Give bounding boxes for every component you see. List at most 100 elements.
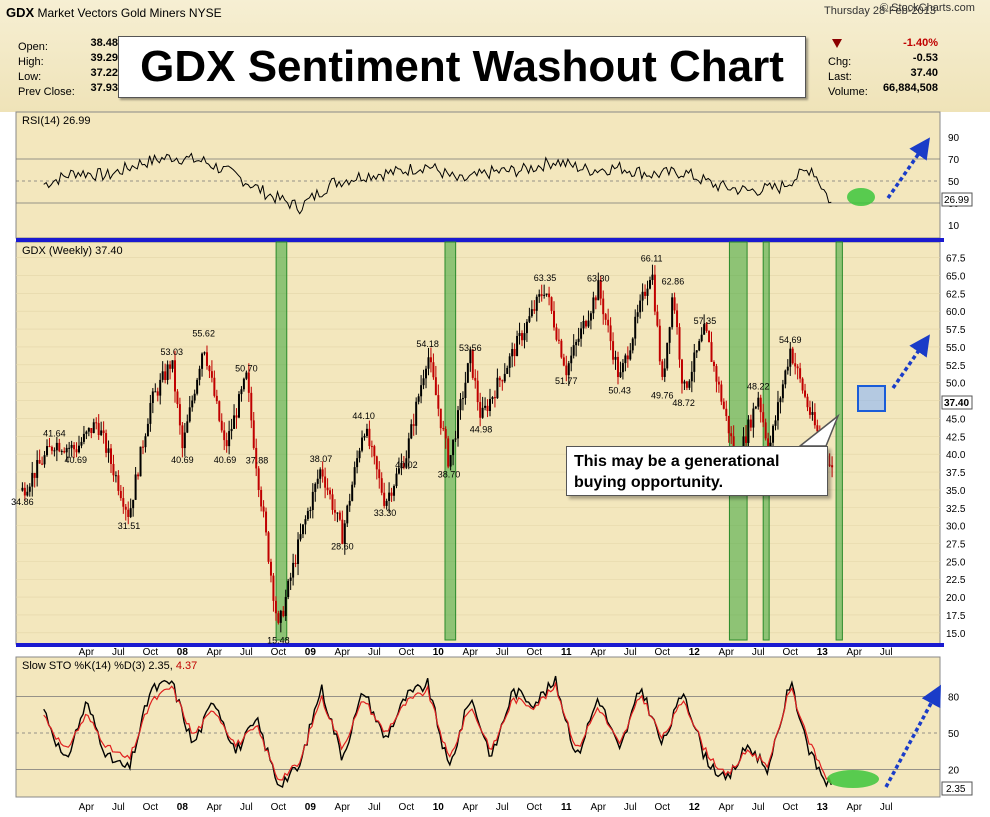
price-point-label: 44.10 — [352, 411, 375, 421]
price-candle — [508, 356, 511, 368]
price-candle — [348, 500, 351, 506]
price-x-tick: 13 — [817, 647, 829, 658]
price-candle — [489, 399, 492, 411]
price-candle — [151, 391, 154, 404]
price-candle — [486, 405, 489, 411]
price-candle — [708, 330, 711, 343]
price-y-tick: 25.0 — [946, 557, 966, 568]
price-candle — [572, 345, 575, 356]
price-candle — [464, 382, 467, 399]
sto-x-tick: 11 — [561, 802, 572, 813]
price-candle — [38, 460, 41, 464]
price-candle — [188, 407, 191, 422]
stats-left: Open: 38.48 High: 39.29 Low: 37.22 Prev Clo… — [18, 37, 118, 98]
price-y-tick: 67.5 — [946, 254, 966, 265]
price-candle — [459, 399, 462, 411]
price-candle — [319, 469, 322, 479]
price-point-label: 34.86 — [11, 497, 34, 507]
price-y-tick: 22.5 — [946, 575, 966, 586]
price-candle — [813, 412, 816, 426]
price-candle — [639, 300, 642, 313]
price-candle — [575, 341, 578, 346]
price-point-label: 53.56 — [459, 343, 482, 353]
price-candle — [521, 333, 524, 341]
price-candle — [663, 368, 666, 377]
sto-x-tick: Apr — [591, 802, 607, 813]
stochastic-panel — [15, 656, 941, 798]
price-candle — [181, 425, 184, 449]
price-x-tick: 12 — [689, 647, 701, 658]
price-candle — [41, 463, 44, 465]
price-candle — [173, 360, 176, 392]
price-candle — [466, 363, 469, 383]
price-candle — [678, 327, 681, 360]
price-candle — [90, 428, 93, 434]
price-candle — [523, 333, 526, 341]
price-point-label: 53.03 — [160, 347, 183, 357]
price-point-label: 54.69 — [779, 335, 802, 345]
price-candle — [570, 355, 573, 364]
price-candle — [196, 379, 199, 394]
price-candle — [501, 380, 504, 382]
price-candle — [397, 468, 400, 474]
price-candle — [28, 486, 31, 492]
stat-prev-close: Prev Close: 37.93 — [18, 82, 118, 98]
ticker-name: Market Vectors Gold Miners — [37, 6, 186, 20]
price-point-label: 38.07 — [310, 454, 333, 464]
price-candle — [36, 460, 39, 478]
price-candle — [139, 446, 142, 477]
price-candle — [23, 487, 26, 496]
stat-last: Last: 37.40 — [828, 67, 938, 83]
price-candle — [299, 534, 302, 540]
price-y-tick: 60.0 — [946, 307, 966, 318]
price-candle — [493, 397, 496, 399]
price-candle — [380, 478, 383, 493]
price-candle — [816, 425, 819, 432]
price-candle — [329, 490, 332, 495]
price-candle — [343, 523, 346, 544]
price-candle — [557, 339, 560, 341]
price-candle — [132, 499, 135, 509]
price-y-tick: 15.0 — [946, 629, 966, 640]
price-candle — [383, 492, 386, 506]
sto-x-tick: Jul — [496, 802, 509, 813]
price-candle — [727, 415, 730, 434]
price-candle — [432, 362, 435, 378]
price-candle — [407, 438, 410, 459]
price-candle — [565, 365, 568, 376]
price-point-label: 44.98 — [470, 425, 493, 435]
price-point-label: 15.48 — [267, 635, 290, 645]
price-candle — [338, 512, 341, 520]
price-candle — [759, 397, 762, 413]
price-candle — [513, 349, 516, 357]
down-triangle-icon — [832, 39, 842, 48]
sto-x-tick: Oct — [782, 802, 798, 813]
price-candle — [577, 338, 580, 342]
price-y-tick: 32.5 — [946, 504, 966, 515]
price-y-tick: 55.0 — [946, 343, 966, 354]
price-candle — [732, 436, 735, 453]
price-candle — [705, 324, 708, 331]
price-candle — [351, 484, 354, 501]
price-candle — [752, 408, 755, 428]
price-y-tick: 57.5 — [946, 325, 966, 336]
price-candle — [378, 469, 381, 479]
price-candle — [134, 474, 137, 500]
sto-x-tick: 13 — [817, 802, 829, 813]
price-candle — [538, 294, 541, 297]
price-candle — [710, 342, 713, 362]
sto-x-tick: Jul — [240, 802, 253, 813]
price-candle — [400, 462, 403, 469]
price-point-label: 66.11 — [641, 254, 663, 264]
price-y-tick: 17.5 — [946, 611, 966, 622]
sto-x-tick: 12 — [689, 802, 701, 813]
price-candle — [767, 438, 770, 453]
price-candle — [235, 415, 238, 418]
price-y-tick: 62.5 — [946, 289, 966, 300]
price-candle — [796, 366, 799, 369]
price-candle — [506, 367, 509, 374]
price-candle — [452, 439, 455, 456]
price-candle — [176, 391, 179, 405]
price-candle — [301, 524, 304, 535]
price-point-label: 37.88 — [246, 455, 269, 465]
